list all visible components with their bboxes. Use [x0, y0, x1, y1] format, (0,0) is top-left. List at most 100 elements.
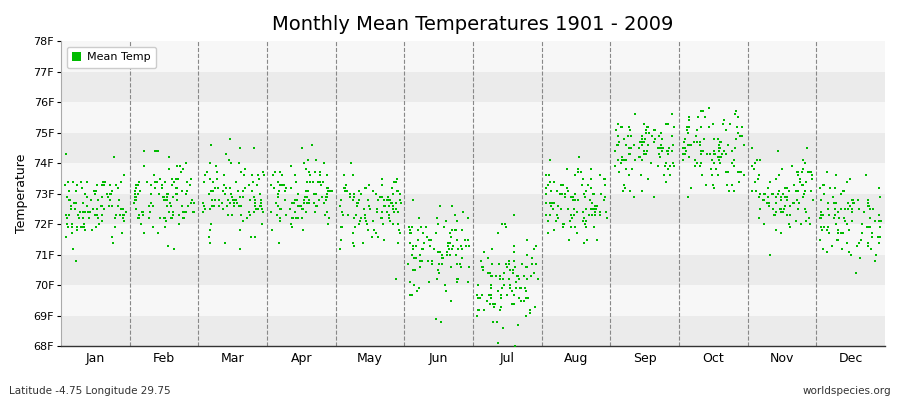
Point	[389, 200, 403, 206]
Point	[302, 200, 316, 206]
Point	[454, 242, 468, 249]
Point	[697, 136, 711, 142]
Point	[874, 218, 888, 224]
Point	[780, 184, 795, 191]
Point	[73, 209, 87, 215]
Point	[521, 294, 535, 301]
Point	[421, 258, 436, 264]
Point	[508, 343, 522, 350]
Point	[164, 215, 178, 222]
Point	[90, 182, 104, 188]
Point	[608, 126, 623, 133]
Point	[682, 124, 697, 130]
Point	[404, 252, 419, 258]
Point	[84, 197, 98, 203]
Point	[854, 236, 868, 243]
Point	[302, 157, 316, 163]
Point	[320, 190, 334, 197]
Point	[483, 282, 498, 288]
Bar	[61, 285, 885, 316]
Point	[842, 248, 856, 255]
Point	[74, 224, 88, 230]
Point	[389, 178, 403, 185]
Point	[252, 203, 266, 209]
Point	[504, 288, 518, 295]
Point	[774, 206, 788, 212]
Point	[362, 203, 376, 209]
Point	[425, 258, 439, 264]
Point	[543, 200, 557, 206]
Point	[661, 120, 675, 127]
Point	[570, 209, 584, 215]
Point	[636, 148, 651, 154]
Point	[300, 194, 314, 200]
Point	[320, 172, 335, 179]
Point	[185, 209, 200, 215]
Point	[371, 197, 385, 203]
Point	[797, 190, 812, 197]
Point	[266, 184, 281, 191]
Point	[89, 206, 104, 212]
Point	[205, 188, 220, 194]
Point	[354, 215, 368, 222]
Point	[77, 227, 92, 234]
Point	[318, 212, 332, 218]
Point	[248, 233, 263, 240]
Point	[680, 126, 694, 133]
Point	[844, 209, 859, 215]
Point	[796, 194, 810, 200]
Point	[554, 206, 568, 212]
Point	[109, 212, 123, 218]
Point	[104, 233, 119, 240]
Point	[273, 218, 287, 224]
Point	[861, 242, 876, 249]
Point	[310, 203, 324, 209]
Point	[610, 142, 625, 148]
Bar	[61, 194, 885, 224]
Point	[868, 218, 882, 224]
Point	[143, 200, 157, 206]
Point	[158, 215, 172, 222]
Point	[644, 160, 659, 166]
Point	[752, 215, 767, 222]
Point	[544, 188, 558, 194]
Point	[586, 190, 600, 197]
Point	[523, 310, 537, 316]
Point	[647, 126, 662, 133]
Point	[495, 285, 509, 292]
Point	[103, 197, 117, 203]
Point	[415, 246, 429, 252]
Point	[762, 200, 777, 206]
Bar	[61, 224, 885, 255]
Point	[271, 194, 285, 200]
Point	[551, 203, 565, 209]
Point	[748, 178, 762, 185]
Point	[216, 206, 230, 212]
Point	[501, 258, 516, 264]
Point	[583, 184, 598, 191]
Point	[308, 169, 322, 176]
Point	[574, 169, 589, 176]
Point	[528, 304, 543, 310]
Point	[583, 197, 598, 203]
Point	[795, 169, 809, 176]
Point	[794, 221, 808, 228]
Point	[549, 212, 563, 218]
Point	[454, 255, 469, 261]
Point	[102, 203, 116, 209]
Point	[571, 197, 585, 203]
Point	[105, 203, 120, 209]
Point	[137, 148, 151, 154]
Point	[365, 188, 380, 194]
Point	[206, 188, 220, 194]
Point	[483, 291, 498, 298]
Point	[567, 224, 581, 230]
Point	[431, 261, 446, 267]
Point	[752, 194, 767, 200]
Point	[164, 203, 178, 209]
Point	[861, 203, 876, 209]
Point	[776, 209, 790, 215]
Point	[693, 160, 707, 166]
Point	[62, 188, 77, 194]
Point	[79, 194, 94, 200]
